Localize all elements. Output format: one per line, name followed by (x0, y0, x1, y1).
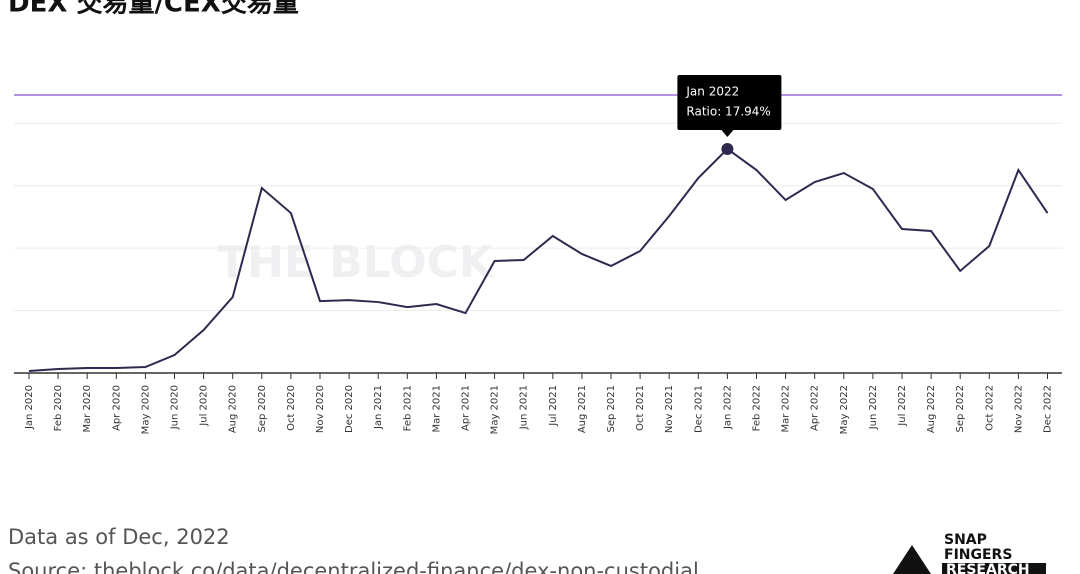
x-tick-label: May 2022 (839, 385, 850, 434)
x-tick-label: Sep 2022 (955, 385, 966, 432)
x-tick-label: Jun 2020 (170, 385, 181, 430)
footer-source: Source: theblock.co/data/decentralized-f… (8, 559, 699, 574)
footer-note: Data as of Dec, 2022 (8, 525, 230, 549)
x-tick-label: Aug 2021 (577, 385, 588, 433)
highlight-point (721, 142, 734, 155)
x-tick-label: Feb 2020 (53, 385, 64, 431)
x-tick-label: Dec 2021 (693, 385, 704, 433)
x-tick-label: Apr 2021 (461, 385, 472, 431)
x-tick-label: Oct 2022 (984, 385, 995, 431)
x-tick-label: Nov 2022 (1013, 385, 1024, 433)
chart-title: DEX 交易量/CEX交易量 (8, 0, 299, 19)
x-tick-label: Jul 2020 (199, 385, 210, 427)
logo-text: FINGERS (944, 547, 1012, 563)
logo-text: RESEARCH (946, 562, 1030, 574)
logo-text: SNAP (944, 532, 987, 548)
x-tick-label: Jan 2021 (373, 385, 384, 430)
series-line (28, 147, 1049, 372)
x-tick-label: Jul 2021 (548, 385, 559, 427)
x-tick-label: Mar 2020 (82, 385, 93, 433)
x-tick-label: Feb 2022 (752, 385, 763, 431)
x-tick-label: Jul 2022 (897, 385, 908, 427)
x-tick-label: Aug 2020 (228, 385, 239, 433)
x-tick-label: Jun 2021 (519, 385, 530, 430)
x-tick-label: Jun 2022 (868, 385, 879, 430)
tooltip-box (677, 74, 782, 130)
x-tick-label: May 2021 (490, 385, 501, 434)
logo-band (942, 563, 1046, 574)
x-tick-label: Sep 2020 (257, 385, 268, 432)
x-tick-label: Mar 2022 (781, 385, 792, 433)
x-tick-label: Sep 2021 (606, 385, 617, 432)
x-tick-label: Apr 2020 (111, 385, 122, 431)
x-tick-label: Nov 2020 (315, 385, 326, 433)
tooltip-text: Ratio: 17.94% (686, 104, 770, 118)
x-tick-label: Oct 2020 (286, 385, 297, 431)
logo: SNAP FINGERS RESEARCH (893, 532, 1046, 574)
tooltip-arrow (721, 129, 734, 137)
x-tick-label: Dec 2020 (344, 385, 355, 433)
x-tick-label: Jan 2020 (24, 385, 35, 430)
logo-icon (893, 545, 931, 574)
tooltip: Jan 2022 Ratio: 17.94% (677, 74, 782, 137)
x-tick-label: Aug 2022 (926, 385, 937, 433)
x-tick-label: May 2020 (140, 385, 151, 434)
x-tick-label: Nov 2021 (664, 385, 675, 433)
x-tick-label: Jan 2022 (722, 385, 733, 430)
x-tick-label: Mar 2021 (431, 385, 442, 433)
x-tick-label: Feb 2021 (402, 385, 413, 431)
x-tick-label: Apr 2022 (810, 385, 821, 431)
tooltip-title: Jan 2022 (685, 84, 739, 98)
x-tick-label: Oct 2021 (635, 385, 646, 431)
watermark: THE BLOCK (217, 237, 495, 288)
x-tick-label: Dec 2022 (1043, 385, 1054, 433)
